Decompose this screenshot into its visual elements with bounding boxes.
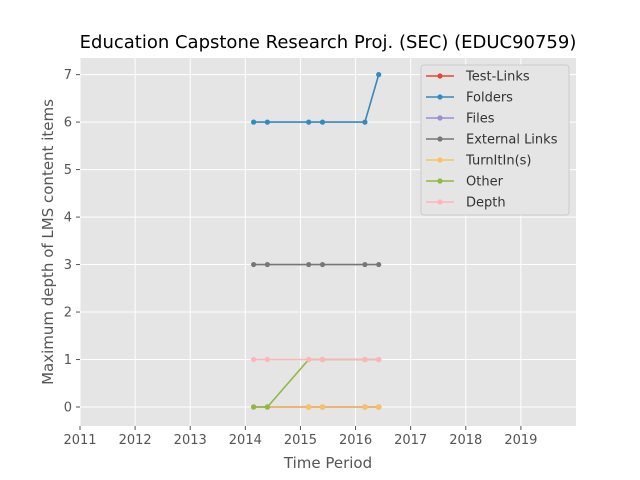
legend-label: Files	[466, 112, 495, 127]
x-tick-label: 2012	[119, 433, 152, 448]
chart-title: Education Capstone Research Proj. (SEC) …	[80, 32, 577, 53]
series-depth	[251, 356, 382, 363]
data-point-other	[251, 404, 257, 410]
legend-item-turnitin-s: TurnItIn(s)	[426, 154, 531, 169]
legend-item-depth: Depth	[426, 196, 506, 211]
data-point-external-links	[251, 261, 257, 268]
legend-marker	[437, 199, 443, 205]
x-tick-label: 2013	[174, 433, 207, 448]
x-tick-label: 2019	[504, 433, 537, 448]
legend-marker	[437, 157, 443, 163]
y-tick-label: 3	[64, 258, 72, 273]
data-point-folders	[264, 119, 270, 125]
legend-item-other: Other	[426, 175, 504, 190]
y-tick-label: 4	[64, 211, 72, 226]
x-tick-label: 2011	[63, 433, 96, 448]
y-axis-label: Maximum depth of LMS content items	[39, 99, 57, 385]
data-point-turnitin-s	[306, 404, 312, 410]
data-point-folders	[362, 119, 368, 125]
x-tick-label: 2015	[284, 433, 317, 448]
data-point-turnitin-s	[376, 404, 382, 410]
data-point-folders	[376, 72, 382, 78]
legend: Test-Links Folders Files External Links Turn…	[420, 64, 570, 216]
data-point-depth	[362, 356, 368, 363]
y-axis-ticks: 0 1 2 3 4 5 6 7	[64, 68, 80, 416]
legend-item-folders: Folders	[426, 91, 513, 106]
data-point-external-links	[376, 261, 382, 268]
legend-marker	[437, 136, 443, 142]
series-external-links	[251, 261, 382, 268]
data-point-folders	[306, 119, 312, 125]
series-lines	[251, 72, 382, 410]
legend-marker	[437, 94, 443, 100]
legend-label: Folders	[466, 91, 513, 106]
data-point-turnitin-s	[319, 404, 326, 410]
data-point-other	[264, 404, 270, 410]
x-tick-label: 2014	[229, 433, 262, 448]
data-point-depth	[251, 356, 257, 363]
legend-marker	[437, 115, 443, 121]
legend-item-test-links: Test-Links	[426, 70, 530, 85]
y-tick-label: 0	[64, 401, 72, 416]
data-point-external-links	[362, 261, 368, 268]
data-point-turnitin-s	[362, 404, 368, 410]
y-tick-label: 2	[64, 306, 72, 321]
x-tick-label: 2016	[339, 433, 372, 448]
data-point-folders	[251, 119, 257, 125]
y-tick-label: 7	[64, 68, 72, 83]
y-tick-label: 1	[64, 353, 72, 368]
legend-item-external-links: External Links	[426, 133, 558, 148]
data-point-depth	[376, 356, 382, 363]
series-folders	[251, 72, 382, 125]
x-tick-label: 2018	[449, 433, 482, 448]
data-point-depth	[306, 356, 312, 363]
data-point-external-links	[306, 261, 312, 268]
legend-label: Test-Links	[465, 70, 530, 85]
legend-box	[420, 64, 570, 216]
legend-label: External Links	[466, 133, 558, 148]
x-tick-label: 2017	[394, 433, 427, 448]
y-tick-label: 5	[64, 163, 72, 178]
legend-label: Other	[466, 175, 504, 190]
legend-label: Depth	[466, 196, 506, 211]
data-point-depth	[264, 356, 270, 363]
legend-marker	[437, 73, 443, 79]
legend-label: TurnItIn(s)	[465, 154, 531, 169]
data-point-depth	[319, 356, 326, 363]
data-point-external-links	[319, 261, 326, 268]
x-axis-label: Time Period	[283, 454, 372, 472]
x-axis-ticks: 2011 2012 2013 2014 2015 2016 2017 2018 2019	[63, 426, 537, 448]
legend-marker	[437, 178, 443, 184]
data-point-folders	[319, 119, 326, 125]
legend-item-files: Files	[426, 112, 495, 127]
data-point-external-links	[264, 261, 270, 268]
y-tick-label: 6	[64, 116, 72, 131]
